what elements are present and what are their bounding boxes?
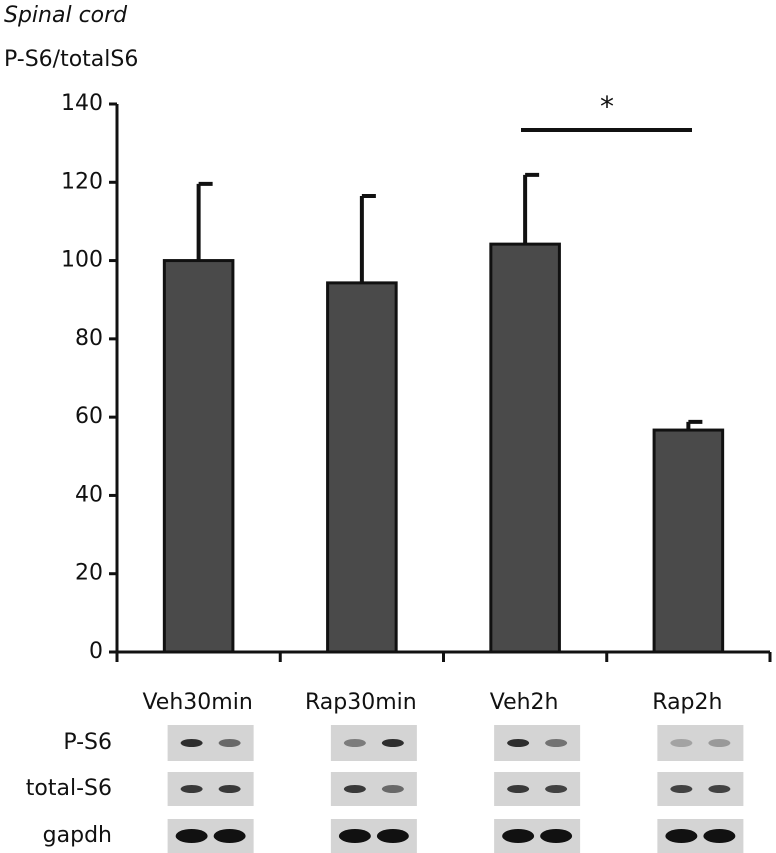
blot-band (175, 829, 208, 843)
blot-panel (494, 772, 581, 806)
blot-band (338, 829, 371, 843)
chart-title: Spinal cord (4, 3, 128, 28)
x-tick-label: Rap30min (305, 690, 417, 715)
blot-band (540, 829, 573, 843)
bar (652, 428, 725, 654)
blot-band (545, 739, 568, 747)
blot-row-label: P-S6 (63, 730, 112, 755)
blot-panel (167, 772, 254, 806)
y-tick-label: 20 (75, 561, 103, 586)
blot-band (670, 739, 693, 747)
y-tick-label: 120 (61, 169, 103, 194)
bar (326, 281, 398, 654)
error-bar (523, 172, 540, 245)
blot-band (708, 785, 731, 793)
blot-band (180, 739, 203, 747)
bar (162, 259, 235, 654)
y-tick-label: 140 (61, 91, 103, 116)
y-tick-label: 100 (61, 248, 103, 273)
y-tick-label: 60 (75, 404, 103, 429)
blot-band (376, 829, 409, 843)
blot-band (545, 785, 568, 793)
blot-panel (330, 725, 417, 761)
blot-band (502, 829, 535, 843)
blot-band (708, 739, 731, 747)
error-bar (359, 193, 376, 283)
blot-row-label: gapdh (43, 823, 112, 848)
blot-band (218, 785, 241, 793)
y-axis-label: P-S6/totalS6 (4, 47, 138, 72)
blot-band (670, 785, 693, 793)
y-tick-label: 40 (75, 482, 103, 507)
blot-band (180, 785, 203, 793)
x-tick-label: Veh2h (490, 690, 559, 715)
blot-panel (330, 772, 417, 806)
blot-band (343, 739, 366, 747)
blot-band (343, 785, 366, 793)
x-tick-label: Veh30min (142, 690, 252, 715)
y-tick-label: 80 (75, 326, 103, 351)
blot-panel (494, 725, 581, 761)
blot-band (507, 785, 530, 793)
blot-band (218, 739, 241, 747)
y-tick-label: 0 (89, 639, 103, 664)
blot-panel (167, 725, 254, 761)
blot-band (703, 829, 736, 843)
bar (489, 242, 561, 654)
blot-row-label: total-S6 (26, 776, 112, 801)
blot-band (507, 739, 530, 747)
blot-band (381, 785, 404, 793)
blot-panel (657, 725, 744, 761)
error-bar (196, 181, 213, 261)
x-tick-label: Rap2h (652, 690, 722, 715)
blot-band (381, 739, 404, 747)
significance-annotation: * (600, 90, 614, 123)
blot-band (665, 829, 698, 843)
blot-band (213, 829, 246, 843)
blot-panel (657, 772, 744, 806)
